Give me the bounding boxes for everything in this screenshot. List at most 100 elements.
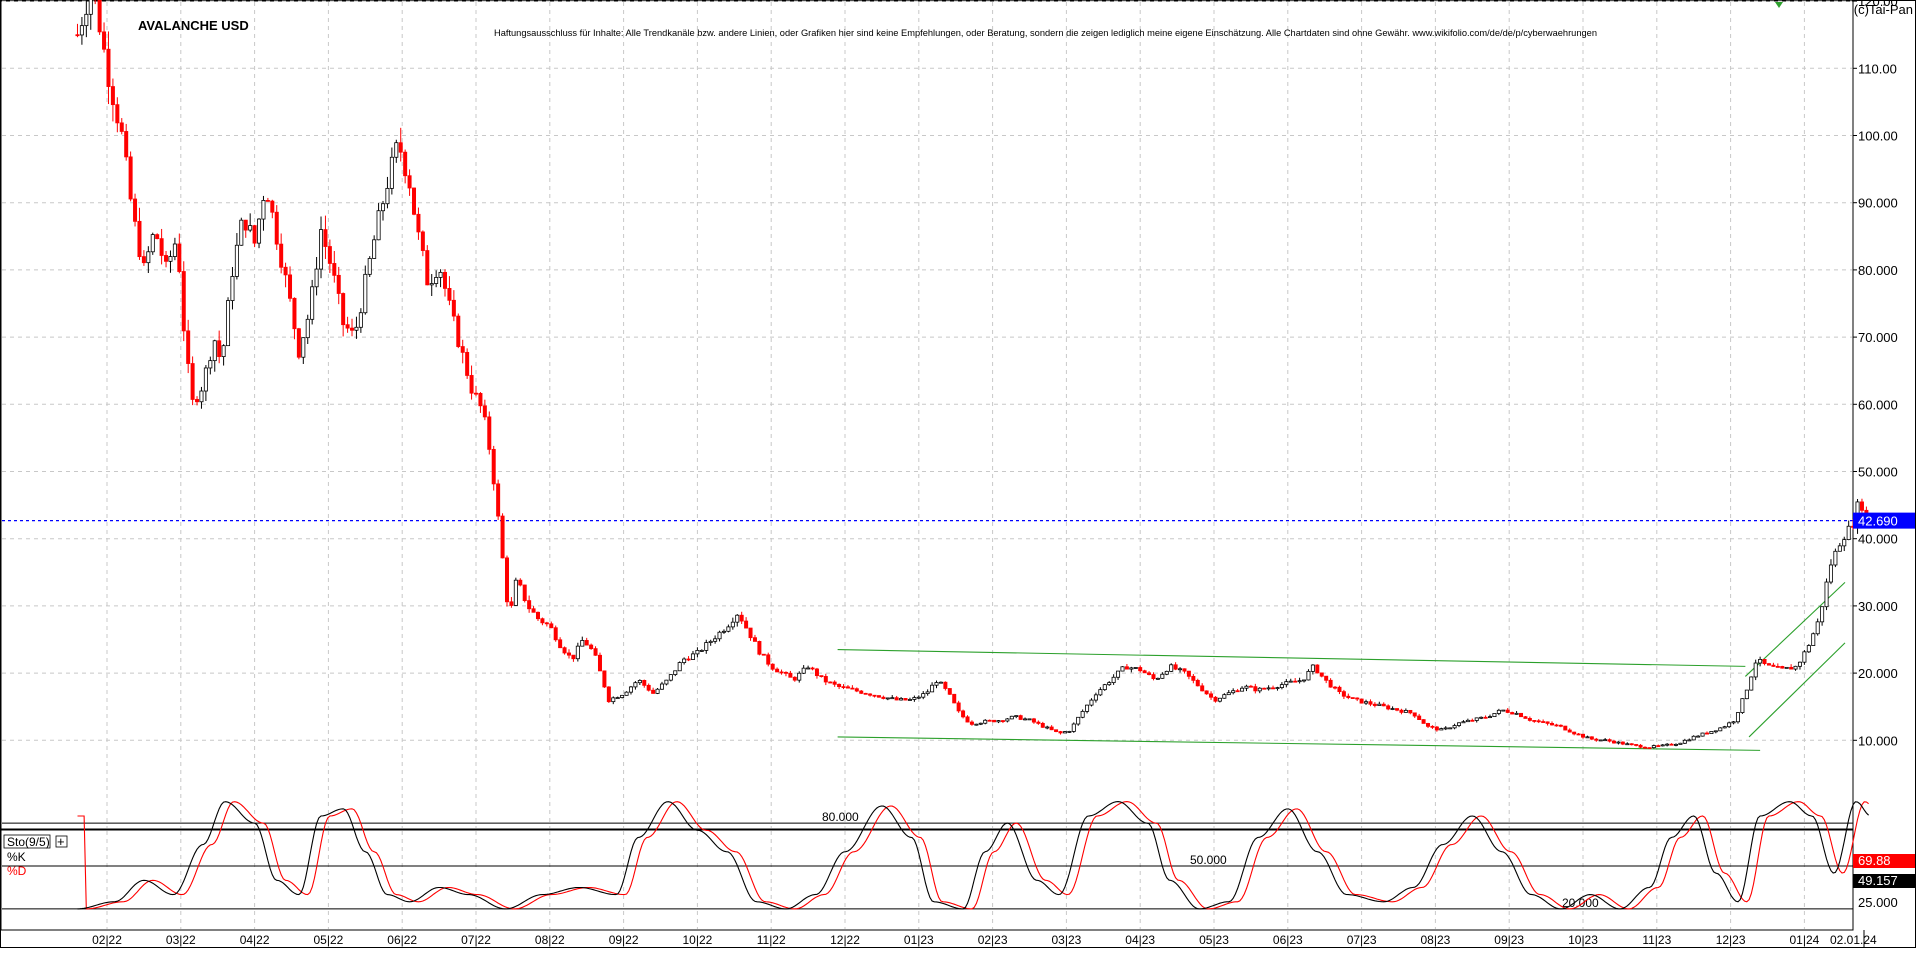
candle-body: [1563, 725, 1568, 731]
oscillator-expand-button[interactable]: [55, 835, 68, 848]
candle-body: [611, 697, 616, 703]
y-tick-label: 60.000: [1858, 397, 1898, 412]
x-tick-label: 12|22: [830, 933, 860, 947]
candle-body: [575, 645, 580, 660]
candle-body: [1315, 664, 1320, 674]
candle-body: [584, 640, 589, 646]
candle-body: [1045, 726, 1050, 729]
candle-body: [1501, 709, 1506, 712]
candle-body: [761, 653, 766, 656]
candle-body: [1076, 716, 1081, 725]
candle-body: [1523, 716, 1528, 719]
candle-body: [1248, 685, 1253, 688]
candle-body: [141, 256, 146, 264]
candle-body: [270, 200, 275, 213]
candle-body: [925, 691, 930, 695]
candle-body: [1833, 550, 1838, 566]
candle-body: [704, 642, 709, 651]
candle-body: [1186, 670, 1191, 677]
candle-body: [717, 631, 722, 640]
candle-body: [434, 277, 439, 284]
candle-body: [1271, 687, 1276, 690]
candle-body: [403, 151, 408, 177]
y-tick-label: 20.000: [1858, 666, 1898, 681]
x-tick-label: 08|23: [1420, 933, 1450, 947]
x-tick-label: 11|22: [757, 933, 786, 947]
osc-y-tick-label: 25.000: [1858, 895, 1898, 910]
candle-body: [1129, 667, 1134, 670]
candle-body: [912, 697, 917, 700]
candle-body: [810, 667, 815, 670]
candle-body: [186, 330, 191, 364]
candle-body: [1656, 745, 1661, 747]
candle-body: [1417, 715, 1422, 720]
candle-body: [819, 675, 824, 678]
candle-body: [1722, 726, 1727, 729]
candle-body: [1439, 728, 1444, 731]
osc-k-value: 69.88: [1858, 853, 1891, 868]
candle-body: [549, 623, 554, 629]
candle-body: [770, 663, 775, 670]
candle-body: [1279, 684, 1284, 688]
candle-body: [230, 276, 235, 301]
candle-body: [1009, 715, 1014, 720]
candle-body: [859, 690, 864, 694]
candle-body: [1789, 666, 1794, 670]
candle-body: [150, 234, 155, 253]
candle-body: [1031, 718, 1036, 723]
candle-body: [1222, 694, 1227, 699]
candle-body: [221, 345, 226, 358]
oscillator-name: Sto(9/5): [7, 835, 50, 849]
candle-body: [478, 393, 483, 407]
candle-body: [1527, 718, 1532, 721]
candle-body: [797, 672, 802, 681]
candle-body: [664, 679, 669, 685]
candle-body: [341, 293, 346, 326]
candle-body: [1395, 708, 1400, 711]
candle-body: [1408, 709, 1413, 714]
candle-body: [1704, 732, 1709, 735]
candle-body: [389, 156, 394, 189]
candle-body: [1138, 667, 1143, 672]
candle-body: [1762, 659, 1767, 665]
candles-layer: [75, 0, 1869, 750]
candle-body: [792, 676, 797, 681]
candle-body: [115, 104, 120, 124]
candle-body: [828, 681, 833, 684]
candle-body: [487, 416, 492, 450]
candle-body: [1235, 690, 1240, 693]
candle-body: [1443, 727, 1448, 730]
candle-body: [137, 220, 142, 258]
candle-body: [1550, 722, 1555, 726]
candle-body: [1673, 743, 1678, 746]
candle-body: [146, 251, 151, 264]
candle-body: [1337, 686, 1342, 693]
candle-body: [899, 698, 904, 701]
candle-body: [394, 142, 399, 158]
candle-body: [668, 674, 673, 681]
candle-body: [881, 696, 886, 699]
candle-body: [885, 697, 890, 700]
y-tick-label: 100.00: [1858, 129, 1898, 144]
candle-body: [212, 340, 217, 362]
last-price-label: 42.690: [1858, 514, 1898, 529]
candle-body: [261, 200, 266, 220]
candle-body: [1496, 709, 1501, 714]
candle-body: [571, 654, 576, 660]
grid-layer: [2, 0, 1852, 929]
candle-body: [443, 271, 448, 289]
candle-body: [726, 626, 731, 632]
candle-body: [783, 671, 788, 674]
candle-body: [655, 688, 660, 694]
candle-body: [1682, 739, 1687, 744]
candle-body: [637, 680, 642, 684]
x-tick-label: 10|23: [1568, 933, 1598, 947]
candle-body: [1607, 739, 1612, 742]
candle-body: [292, 297, 297, 330]
candle-body: [1828, 564, 1833, 583]
candle-body: [1036, 721, 1041, 724]
candle-body: [677, 662, 682, 672]
candle-body: [1766, 663, 1771, 666]
candle-body: [566, 652, 571, 656]
candle-body: [845, 686, 850, 689]
